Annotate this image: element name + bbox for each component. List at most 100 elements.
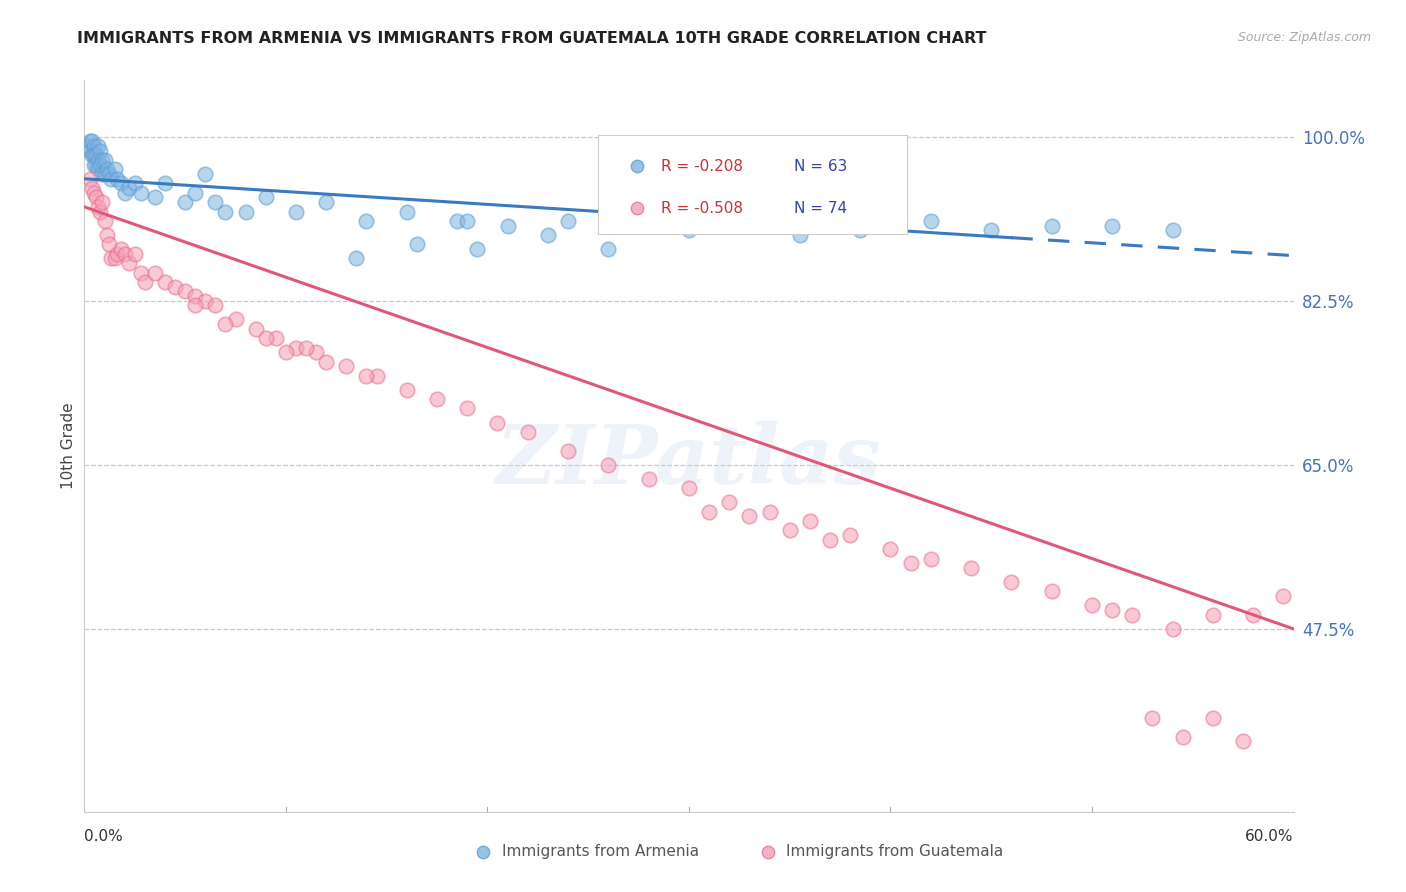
Text: R = -0.508: R = -0.508 — [661, 201, 744, 216]
Text: ZIPatlas: ZIPatlas — [496, 421, 882, 500]
Point — [980, 223, 1002, 237]
Point — [96, 162, 118, 177]
Point — [406, 237, 429, 252]
Point — [1241, 607, 1264, 622]
Point — [1171, 730, 1194, 744]
Text: 0.0%: 0.0% — [84, 829, 124, 844]
Point — [104, 162, 127, 177]
Point — [799, 514, 821, 528]
Point — [93, 167, 115, 181]
Point — [1161, 622, 1184, 636]
Point — [395, 383, 418, 397]
Point — [153, 275, 176, 289]
Point — [637, 472, 659, 486]
Point — [165, 279, 187, 293]
Point — [678, 481, 700, 495]
Point — [818, 533, 841, 547]
Point — [960, 561, 983, 575]
Point — [114, 186, 136, 200]
Text: N = 74: N = 74 — [794, 201, 848, 216]
Point — [1121, 607, 1143, 622]
Point — [486, 416, 509, 430]
Point — [426, 392, 449, 406]
Point — [174, 195, 197, 210]
Point — [516, 425, 538, 439]
Point — [83, 139, 105, 153]
Point — [1000, 574, 1022, 589]
Point — [1101, 219, 1123, 233]
Text: Immigrants from Guatemala: Immigrants from Guatemala — [786, 845, 1002, 860]
Point — [738, 509, 761, 524]
Point — [97, 237, 120, 252]
Point — [274, 345, 297, 359]
Point — [598, 242, 620, 256]
Point — [134, 275, 156, 289]
Point — [91, 195, 114, 210]
Point — [100, 171, 122, 186]
Point — [994, 293, 1017, 308]
Point — [849, 223, 872, 237]
Point — [79, 134, 101, 148]
Y-axis label: 10th Grade: 10th Grade — [60, 402, 76, 490]
Point — [557, 214, 579, 228]
Point — [105, 246, 128, 260]
Point — [214, 204, 236, 219]
Point — [105, 171, 128, 186]
Point — [1040, 584, 1063, 599]
Point — [356, 368, 378, 383]
Point — [129, 266, 152, 280]
Point — [315, 354, 337, 368]
Point — [204, 195, 226, 210]
Point — [87, 200, 110, 214]
Point — [1101, 603, 1123, 617]
Point — [83, 148, 105, 162]
Point — [86, 148, 108, 162]
Point — [920, 551, 942, 566]
Point — [718, 495, 741, 509]
Point — [110, 242, 132, 256]
Point — [395, 204, 418, 219]
Point — [184, 186, 207, 200]
Point — [184, 298, 207, 312]
Point — [920, 214, 942, 228]
Point — [859, 219, 882, 233]
Point — [335, 359, 357, 374]
Point — [86, 158, 108, 172]
Point — [315, 195, 337, 210]
Point — [204, 298, 226, 312]
Point — [1161, 223, 1184, 237]
Point — [617, 219, 640, 233]
Point — [799, 214, 821, 228]
Point — [82, 181, 104, 195]
Point — [89, 204, 111, 219]
Point — [839, 528, 862, 542]
Point — [96, 227, 118, 242]
Point — [110, 177, 132, 191]
Text: Immigrants from Armenia: Immigrants from Armenia — [502, 845, 699, 860]
Point — [758, 505, 780, 519]
Point — [346, 252, 368, 266]
FancyBboxPatch shape — [599, 135, 907, 234]
Point — [104, 252, 127, 266]
Point — [93, 214, 115, 228]
Point — [994, 239, 1017, 253]
Point — [879, 542, 901, 557]
Point — [738, 219, 761, 233]
Point — [214, 317, 236, 331]
Point — [143, 190, 166, 204]
Point — [82, 134, 104, 148]
Point — [1142, 711, 1164, 725]
Point — [87, 162, 110, 177]
Point — [89, 158, 111, 172]
Point — [366, 368, 388, 383]
Point — [118, 181, 141, 195]
Point — [1202, 711, 1225, 725]
Point — [678, 223, 700, 237]
Point — [305, 345, 328, 359]
Point — [697, 505, 720, 519]
Point — [254, 331, 277, 345]
Point — [900, 556, 922, 570]
Text: N = 63: N = 63 — [794, 159, 848, 174]
Point — [1040, 219, 1063, 233]
Point — [124, 177, 146, 191]
